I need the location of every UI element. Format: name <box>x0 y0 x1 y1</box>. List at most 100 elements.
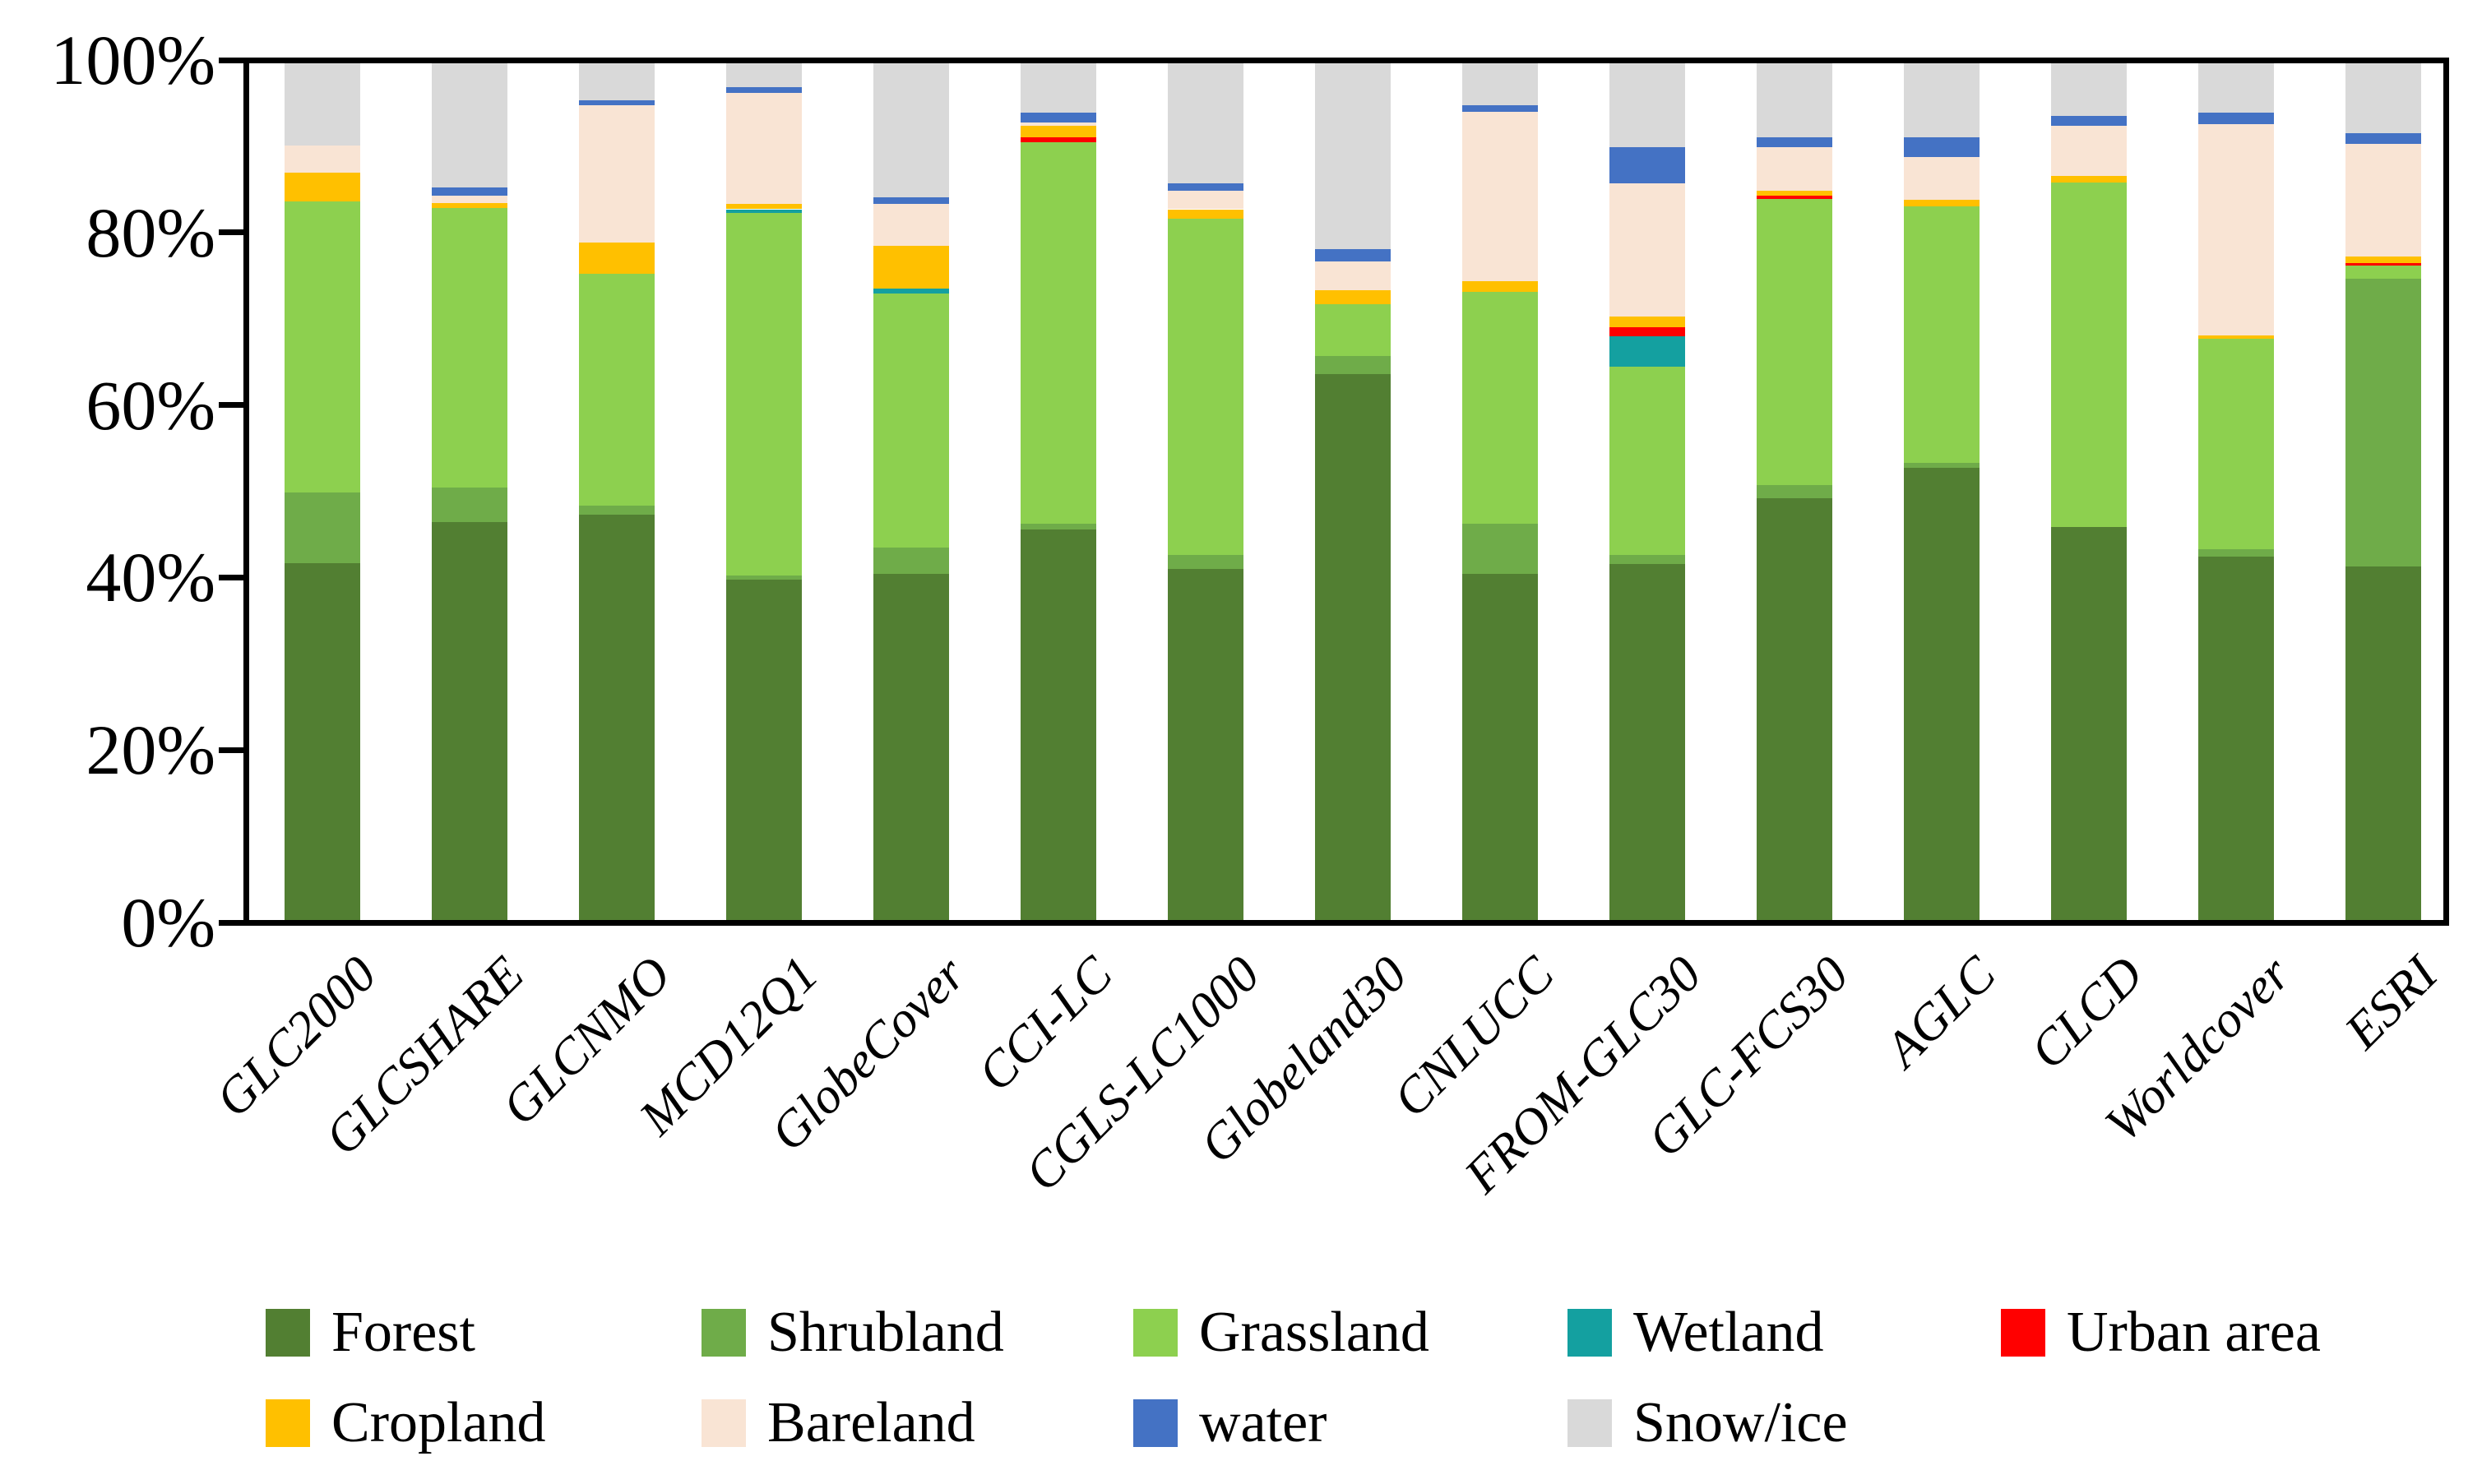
bar-segment-bareland <box>2051 125 2127 176</box>
stacked-bar-ESRI <box>2345 60 2421 922</box>
bar-segment-shrubland <box>1757 485 1832 498</box>
plot-frame-top <box>243 57 2449 63</box>
bar-segment-snow-ice <box>2345 60 2421 134</box>
bar-segment-urban-area <box>1021 137 1096 142</box>
legend-item-wetland: Wetland <box>1567 1304 1824 1361</box>
bar-segment-cropland <box>2051 175 2127 183</box>
bar-segment-forest <box>2345 566 2421 922</box>
x-axis-label-AGLC: AGLC <box>1874 945 2007 1078</box>
bar-segment-forest <box>1609 563 1685 922</box>
legend-item-shrubland: Shrubland <box>702 1304 1004 1361</box>
bar-segment-forest <box>726 579 802 922</box>
legend-swatch-urban-area <box>2001 1309 2045 1357</box>
bar-segment-bareland <box>1462 111 1538 281</box>
stacked-bar-FROM-GLC30 <box>1609 60 1685 922</box>
y-axis-tick <box>218 747 243 753</box>
legend-label: Urban area <box>2067 1301 2321 1364</box>
stacked-bar-MCD12Q1 <box>726 60 802 922</box>
legend-label: Snow/ice <box>1633 1391 1848 1454</box>
bar-segment-forest <box>873 574 949 922</box>
bar-segment-bareland <box>1021 122 1096 126</box>
bar-segment-snow-ice <box>579 60 655 101</box>
plot-frame-left <box>243 57 249 926</box>
legend-label: Wetland <box>1633 1301 1824 1364</box>
bar-segment-forest <box>1757 497 1832 922</box>
bar-segment-snow-ice <box>1462 60 1538 105</box>
bar-segment-wetland <box>1609 335 1685 368</box>
bar-segment-water <box>1609 146 1685 184</box>
bar-segment-snow-ice <box>1315 60 1391 249</box>
bar-segment-cropland <box>726 204 802 210</box>
y-axis-tick-label: 100% <box>50 21 215 99</box>
y-axis-tick-label: 0% <box>121 883 215 962</box>
bar-segment-forest <box>2051 526 2127 922</box>
bar-segment-bareland <box>2345 143 2421 257</box>
bar-segment-grassland <box>1315 303 1391 356</box>
bar-segment-forest <box>579 514 655 922</box>
bar-segment-shrubland <box>432 488 507 523</box>
legend-label: Forest <box>331 1301 475 1364</box>
bar-segment-grassland <box>2051 182 2127 527</box>
bar-segment-forest <box>1168 568 1243 922</box>
bar-segment-bareland <box>1609 183 1685 317</box>
bar-segment-urban-area <box>2345 262 2421 266</box>
stacked-bar-CCI-LC <box>1021 60 1096 922</box>
bar-segment-urban-area <box>1609 327 1685 336</box>
legend-swatch-grassland <box>1133 1309 1178 1357</box>
bar-segment-grassland <box>2198 338 2274 549</box>
bar-segment-grassland <box>432 208 507 488</box>
bar-segment-snow-ice <box>2051 60 2127 117</box>
bar-segment-shrubland <box>1904 462 1980 469</box>
bar-segment-snow-ice <box>1757 60 1832 138</box>
bar-segment-water <box>1168 183 1243 192</box>
bar-segment-forest <box>1462 574 1538 922</box>
bar-segment-shrubland <box>873 547 949 575</box>
bar-segment-forest <box>1021 529 1096 922</box>
bar-segment-grassland <box>1168 219 1243 556</box>
bar-segment-shrubland <box>726 576 802 580</box>
bar-segment-snow-ice <box>1904 60 1980 138</box>
bar-segment-forest <box>1904 468 1980 922</box>
bar-segment-wetland <box>726 209 802 213</box>
bar-segment-cropland <box>1609 316 1685 328</box>
y-axis-tick-label: 60% <box>86 365 215 445</box>
plot-frame-bottom <box>243 919 2449 926</box>
bar-segment-shrubland <box>1021 524 1096 529</box>
bar-segment-shrubland <box>1315 355 1391 374</box>
bar-segment-cropland <box>285 173 360 202</box>
stacked-bar-Worldcover <box>2198 60 2274 922</box>
bar-segment-snow-ice <box>285 60 360 146</box>
bar-segment-snow-ice <box>1168 60 1243 184</box>
stacked-bar-CLCD <box>2051 60 2127 922</box>
bar-segment-cropland <box>2345 257 2421 263</box>
legend-item-grassland: Grassland <box>1133 1304 1429 1361</box>
bar-segment-water <box>2345 133 2421 144</box>
stacked-bar-GLCSHARE <box>432 60 507 922</box>
legend-item-cropland: Cropland <box>266 1394 546 1452</box>
bar-segment-grassland <box>2345 265 2421 280</box>
bar-segment-snow-ice <box>726 60 802 87</box>
bar-segment-cropland <box>1757 191 1832 196</box>
bar-segment-bareland <box>432 195 507 204</box>
bar-segment-bareland <box>579 104 655 243</box>
bar-segment-shrubland <box>2198 548 2274 557</box>
legend-item-snow-ice: Snow/ice <box>1567 1394 1848 1452</box>
y-axis-tick-label: 80% <box>86 192 215 272</box>
bar-segment-cropland <box>579 243 655 275</box>
stacked-bar-GlobeCover <box>873 60 949 922</box>
bar-segment-snow-ice <box>873 60 949 197</box>
bar-segment-grassland <box>1021 141 1096 525</box>
x-axis-label-CLCD: CLCD <box>2020 945 2154 1080</box>
bar-segment-snow-ice <box>1021 60 1096 113</box>
legend-swatch-wetland <box>1567 1309 1612 1357</box>
legend-swatch-cropland <box>266 1399 310 1447</box>
stacked-bar-Globeland30 <box>1315 60 1391 922</box>
stacked-bar-GLCNMO <box>579 60 655 922</box>
stacked-bar-CNLUCC <box>1462 60 1538 922</box>
plot-frame-right <box>2443 57 2449 926</box>
bar-segment-bareland <box>726 92 802 205</box>
legend-label: Cropland <box>331 1391 546 1454</box>
x-axis-label-ESRI: ESRI <box>2334 945 2448 1060</box>
bar-segment-shrubland <box>2345 279 2421 566</box>
